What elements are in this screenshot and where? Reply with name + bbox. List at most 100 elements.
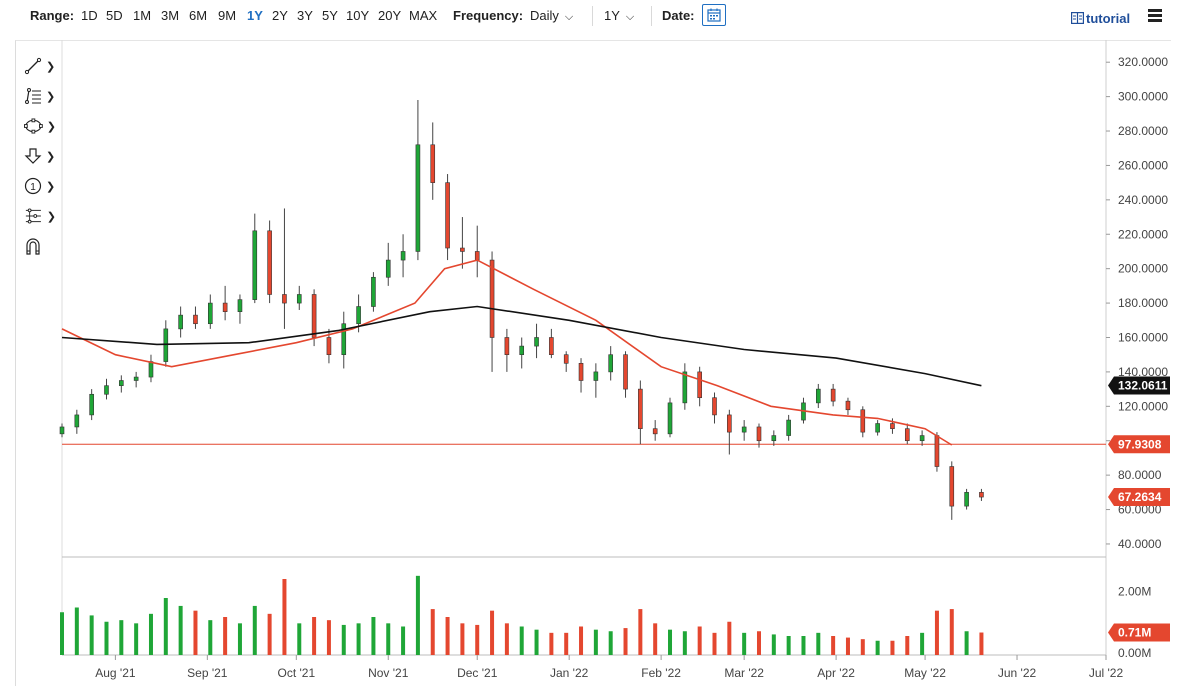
- candle-body: [934, 435, 940, 467]
- range-1d-button[interactable]: 1D: [81, 8, 98, 23]
- ma200-value-label-text: 132.0611: [1118, 379, 1168, 393]
- volume-tick-label: 2.00M: [1118, 585, 1151, 599]
- range-5y-button[interactable]: 5Y: [322, 8, 338, 23]
- x-tick-label: Jul '22: [1089, 666, 1124, 680]
- range-2y-button[interactable]: 2Y: [272, 8, 288, 23]
- candle: [712, 392, 717, 424]
- line-tool-button[interactable]: ❯: [24, 56, 56, 76]
- volume-bar: [60, 612, 64, 655]
- range-3m-button[interactable]: 3M: [161, 8, 180, 23]
- candle-body: [193, 314, 198, 325]
- measure-tool-button[interactable]: ❯: [24, 206, 56, 226]
- candle-body: [549, 337, 554, 355]
- candle-body: [667, 402, 673, 435]
- candle-body: [608, 354, 613, 373]
- chevron-down-icon: ⌵: [625, 11, 635, 23]
- volume-bar: [326, 620, 331, 655]
- candle-body: [682, 371, 688, 404]
- volume-bar: [74, 607, 79, 655]
- x-tick-label: Dec '21: [457, 666, 498, 680]
- candle: [252, 213, 258, 304]
- range-6m-button[interactable]: 6M: [189, 8, 208, 23]
- candle: [474, 225, 480, 278]
- y-tick-label: 180.0000: [1118, 296, 1168, 310]
- candle: [608, 346, 613, 381]
- candle-body: [163, 328, 169, 362]
- shape-tool-icon: [24, 118, 43, 134]
- candle: [341, 311, 347, 369]
- candle-body: [949, 466, 955, 507]
- volume-bar: [593, 629, 598, 655]
- toolbar: Range: 1D 5D 1M 3M 6M 9M 1Y 2Y 3Y 5Y 10Y…: [0, 0, 1184, 34]
- frequency-label: Frequency:: [453, 8, 524, 23]
- date-picker-button[interactable]: [702, 4, 726, 26]
- chevron-right-icon: ❯: [46, 60, 56, 73]
- volume-bar: [860, 639, 865, 655]
- candle-body: [207, 302, 213, 325]
- candle: [133, 371, 139, 388]
- last-volume-label: 0.71M: [1108, 623, 1170, 642]
- range-20y-button[interactable]: 20Y: [378, 8, 402, 23]
- candle-body: [282, 294, 287, 304]
- volume-bar: [430, 609, 435, 655]
- candle-body: [311, 294, 317, 338]
- candle-body: [460, 247, 465, 252]
- range-3y-button[interactable]: 3Y: [297, 8, 313, 23]
- candle-body: [385, 259, 391, 278]
- candle: [652, 420, 658, 441]
- volume-bar: [949, 609, 954, 655]
- range-10y-button[interactable]: 10Y: [346, 8, 370, 23]
- candle-body: [489, 259, 495, 338]
- y-tick-label: 240.0000: [1118, 193, 1168, 207]
- volume-bar: [831, 636, 836, 655]
- range-max-button[interactable]: MAX: [409, 8, 438, 23]
- y-tick-label: 300.0000: [1118, 90, 1168, 104]
- counter-tool-icon: 1: [24, 177, 42, 195]
- counter-tool-button[interactable]: 1 ❯: [24, 176, 56, 196]
- candle: [830, 383, 836, 407]
- arrow-down-tool-icon: [24, 148, 42, 164]
- candle: [786, 414, 791, 441]
- range-5d-button[interactable]: 5D: [106, 8, 123, 23]
- y-tick-label: 200.0000: [1118, 262, 1168, 276]
- fibonacci-tool-button[interactable]: ❯: [24, 86, 56, 106]
- candle: [949, 461, 955, 520]
- candle: [311, 289, 317, 347]
- volume-bar: [504, 623, 509, 655]
- volume-bar: [312, 617, 317, 655]
- candle: [296, 285, 302, 310]
- candle-body: [237, 299, 243, 312]
- candle-body: [356, 306, 361, 325]
- volume-bar: [208, 620, 213, 655]
- svg-text:1: 1: [30, 182, 36, 193]
- candle: [934, 432, 940, 472]
- volume-bar: [178, 605, 183, 655]
- candle-body: [104, 385, 109, 395]
- chevron-right-icon: ❯: [46, 150, 56, 163]
- candle: [504, 328, 510, 372]
- candle: [267, 220, 272, 304]
- candle: [578, 358, 584, 393]
- chevron-right-icon: ❯: [46, 180, 56, 193]
- hamburger-menu-icon[interactable]: [1148, 9, 1162, 24]
- volume-bar: [104, 621, 109, 655]
- volume-tick-label: 0.00M: [1118, 646, 1151, 660]
- arrow-tool-button[interactable]: ❯: [24, 146, 56, 166]
- period-select[interactable]: 1Y ⌵: [604, 7, 634, 26]
- shape-tool-button[interactable]: ❯: [24, 116, 56, 136]
- candle-body: [371, 276, 376, 307]
- range-9m-button[interactable]: 9M: [218, 8, 237, 23]
- magnet-tool-button[interactable]: [24, 236, 56, 256]
- level-value-label-bg: [1108, 435, 1170, 454]
- volume-bar: [712, 632, 717, 655]
- candle-body: [519, 345, 525, 355]
- candle: [148, 354, 154, 383]
- frequency-select[interactable]: Daily ⌵: [530, 7, 573, 26]
- candle-body: [119, 380, 124, 386]
- candle-body: [326, 337, 332, 355]
- tutorial-link[interactable]: tutorial: [1071, 11, 1130, 26]
- range-1m-button[interactable]: 1M: [133, 8, 152, 23]
- candle: [919, 430, 925, 446]
- range-1y-button[interactable]: 1Y: [247, 8, 263, 23]
